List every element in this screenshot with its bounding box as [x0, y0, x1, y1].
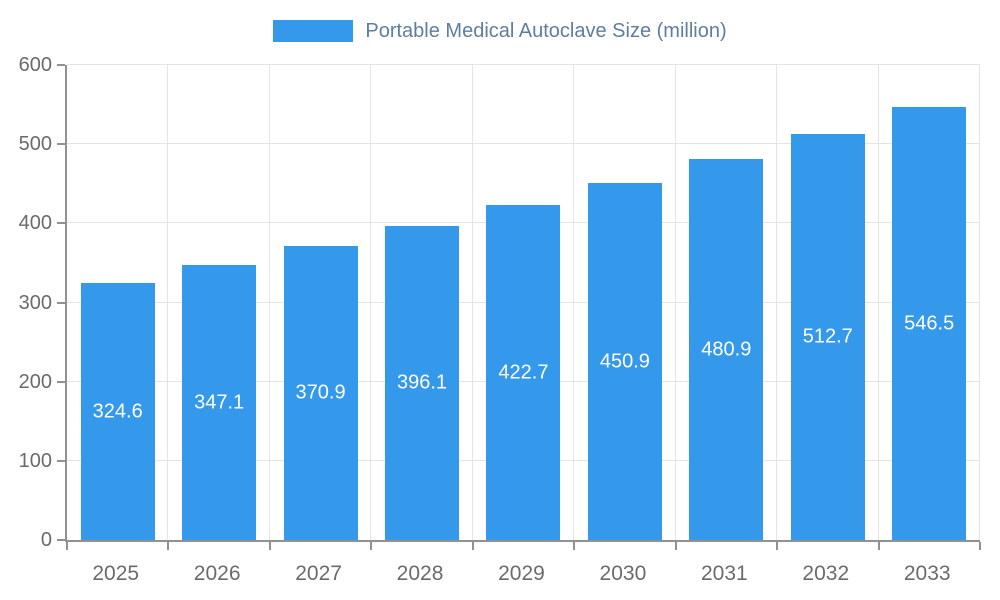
- y-tick-mark: [57, 222, 65, 225]
- legend-swatch: [273, 20, 354, 42]
- bar-value-label: 422.7: [498, 361, 549, 384]
- v-gridline: [471, 65, 473, 540]
- x-tick-mark: [471, 542, 474, 550]
- v-gridline: [877, 65, 879, 540]
- y-tick-mark: [57, 301, 65, 304]
- v-gridline: [268, 65, 270, 540]
- x-tick-mark: [66, 542, 68, 550]
- bar: 450.9: [587, 183, 662, 540]
- y-tick-label: 200: [18, 370, 52, 393]
- y-tick-mark: [57, 143, 65, 146]
- x-tick-mark: [370, 542, 373, 550]
- x-tick-mark: [167, 542, 170, 550]
- h-gridline: [67, 143, 980, 145]
- bar-cell: 546.5: [879, 65, 980, 540]
- v-gridline: [776, 65, 778, 540]
- bar: 396.1: [385, 226, 460, 540]
- bar-cell: 450.9: [574, 65, 675, 540]
- y-tick-mark: [57, 64, 65, 66]
- y-tick-label: 0: [40, 529, 52, 551]
- bar-value-label: 512.7: [802, 325, 853, 348]
- bar-value-label: 324.6: [92, 400, 143, 423]
- bars-container: 324.6 347.1 370.9 396.1 422.7 450.9 480.9 512.7…: [67, 65, 980, 540]
- bar: 347.1: [182, 265, 257, 540]
- x-tick-label: 2026: [193, 562, 241, 585]
- bar-value-label: 480.9: [701, 338, 752, 361]
- v-gridline: [979, 65, 980, 540]
- x-tick-mark: [674, 542, 677, 550]
- bar-value-label: 347.1: [194, 391, 245, 414]
- y-tick-mark: [57, 459, 65, 462]
- x-tick-label: 2028: [396, 562, 444, 585]
- bar: 512.7: [790, 134, 865, 540]
- y-tick-mark: [57, 380, 65, 383]
- v-gridline: [167, 65, 169, 540]
- x-tick-label: 2025: [92, 562, 140, 585]
- x-tick-label: 2029: [498, 562, 545, 585]
- chart-legend: Portable Medical Autoclave Size (million…: [0, 16, 1000, 46]
- x-tick-mark: [877, 542, 880, 550]
- legend-item[interactable]: Portable Medical Autoclave Size (million…: [273, 19, 727, 43]
- bar-value-label: 370.9: [295, 381, 346, 404]
- y-axis-labels: 0 100 200 300 400 500 600: [0, 55, 52, 550]
- bar: 370.9: [283, 246, 358, 540]
- bar-cell: 512.7: [777, 65, 878, 540]
- x-tick-label: 2030: [599, 562, 647, 585]
- v-gridline: [674, 65, 676, 540]
- y-tick-label: 500: [18, 133, 52, 156]
- plot-area: 324.6 347.1 370.9 396.1 422.7 450.9 480.9 512.7…: [57, 64, 981, 550]
- bar-cell: 324.6: [67, 65, 168, 540]
- y-tick-label: 400: [18, 212, 52, 235]
- bar: 480.9: [689, 159, 764, 540]
- bar: 422.7: [486, 205, 561, 540]
- x-tick-mark: [776, 542, 779, 550]
- bar-cell: 480.9: [676, 65, 777, 540]
- h-gridline: [67, 64, 980, 65]
- y-tick-label: 300: [18, 291, 52, 314]
- bar-cell: 347.1: [168, 65, 269, 540]
- legend-label: Portable Medical Autoclave Size (million…: [365, 19, 727, 42]
- x-tick-label: 2027: [295, 562, 342, 585]
- x-tick-mark: [573, 542, 576, 550]
- y-tick-label: 600: [18, 54, 52, 76]
- y-tick-label: 100: [18, 449, 52, 472]
- bar: 546.5: [892, 107, 967, 540]
- v-gridline: [370, 65, 372, 540]
- bar-cell: 370.9: [270, 65, 371, 540]
- x-tick-mark: [268, 542, 271, 550]
- x-axis-labels: 2025 2026 2027 2028 2029 2030 2031 2032 2033: [65, 554, 978, 590]
- y-tick-mark: [57, 539, 65, 541]
- x-tick-label: 2033: [903, 562, 951, 585]
- bar-value-label: 396.1: [396, 371, 448, 394]
- x-tick-label: 2032: [802, 562, 850, 585]
- v-gridline: [573, 65, 575, 540]
- bar-value-label: 546.5: [904, 312, 955, 335]
- x-tick-label: 2031: [700, 562, 748, 585]
- bar: 324.6: [80, 283, 155, 540]
- bar-value-label: 450.9: [599, 350, 650, 373]
- bar-cell: 422.7: [473, 65, 574, 540]
- x-tick-mark: [979, 542, 981, 550]
- bar-cell: 396.1: [371, 65, 472, 540]
